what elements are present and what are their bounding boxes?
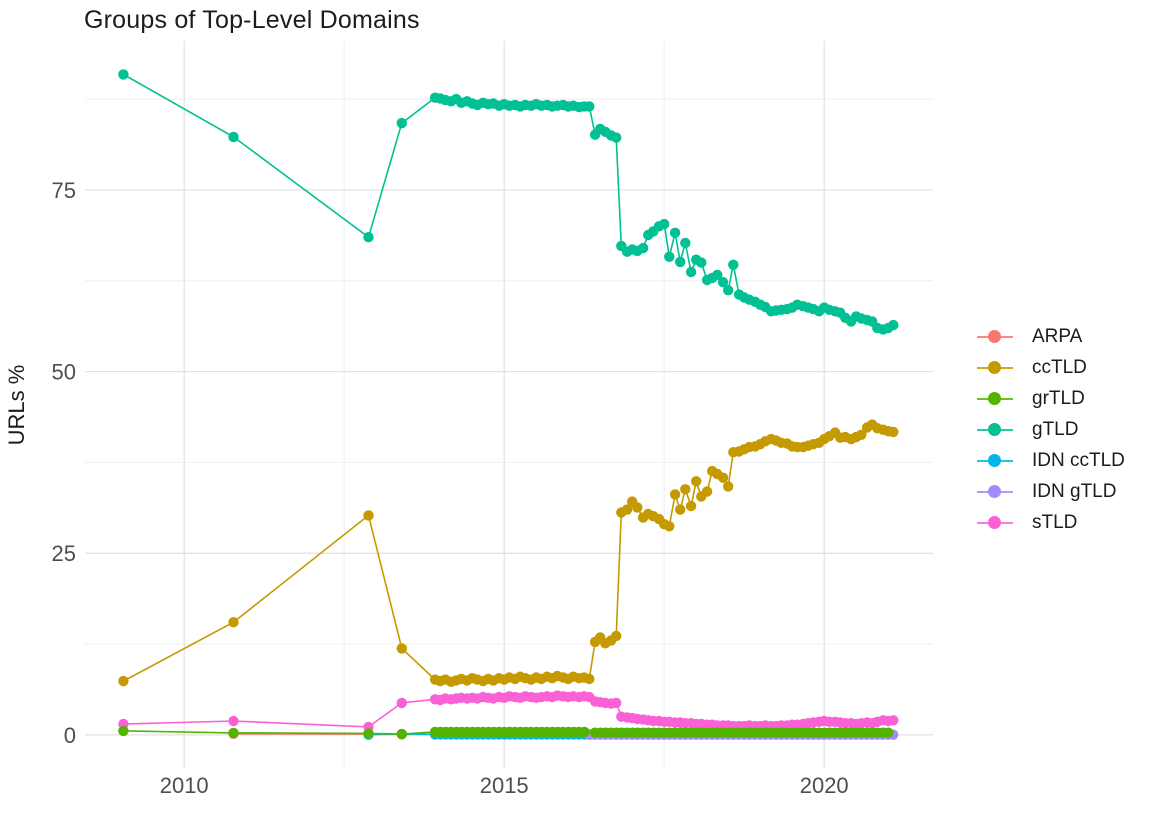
legend-item-arpa: ARPA (977, 321, 1125, 352)
y-tick-label: 50 (52, 360, 76, 385)
data-point (118, 675, 129, 687)
legend-item-idn-gtld: IDN gTLD (977, 476, 1125, 507)
legend-key (977, 329, 1013, 344)
legend-label: grTLD (1032, 387, 1085, 409)
series-line (123, 73, 894, 331)
legend-key (977, 515, 1013, 530)
data-point (659, 218, 670, 230)
data-point (118, 725, 129, 737)
legend-label: IDN ccTLD (1032, 449, 1125, 471)
legend-swatch-dot (988, 422, 1001, 436)
data-point (680, 237, 691, 249)
legend-swatch-dot (988, 453, 1001, 467)
legend-item-grtld: grTLD (977, 383, 1125, 414)
y-tick-label: 0 (64, 723, 76, 748)
data-point (611, 630, 622, 642)
data-point (701, 486, 713, 497)
legend-label: IDN gTLD (1032, 480, 1117, 502)
data-point (611, 132, 622, 143)
series-gtld (118, 69, 899, 335)
legend-key (977, 391, 1013, 406)
data-point (856, 429, 867, 440)
data-point (888, 426, 899, 438)
data-point (664, 251, 675, 262)
data-point (680, 484, 691, 495)
data-point (228, 131, 239, 143)
data-point (712, 269, 723, 281)
data-point (883, 727, 894, 738)
data-point (363, 728, 374, 739)
legend-key (977, 422, 1013, 437)
data-point (611, 697, 622, 709)
legend-item-stld: sTLD (977, 507, 1125, 538)
legend-swatch-dot (988, 391, 1001, 405)
data-point (675, 504, 686, 515)
x-tick-label: 2010 (160, 773, 209, 798)
legend-key (977, 360, 1013, 375)
series-grtld (118, 725, 894, 740)
legend-swatch-dot (988, 484, 1001, 498)
data-point (579, 726, 590, 738)
data-point (363, 232, 374, 243)
data-point (717, 472, 729, 483)
data-point (396, 117, 407, 129)
legend-swatch-dot (988, 329, 1001, 343)
series-cctld (118, 419, 899, 687)
data-point (675, 256, 686, 268)
legend-key (977, 484, 1013, 499)
data-point (396, 643, 407, 654)
y-tick-label: 75 (52, 178, 76, 203)
legend-label: gTLD (1032, 418, 1079, 440)
legend-item-idn-cctld: IDN ccTLD (977, 445, 1125, 476)
data-point (685, 266, 697, 278)
data-point (396, 728, 407, 740)
y-tick-label: 25 (52, 541, 76, 566)
legend-label: sTLD (1032, 511, 1078, 533)
data-point (669, 227, 681, 238)
legend-item-gtld: gTLD (977, 414, 1125, 445)
data-point (637, 242, 649, 254)
data-point (363, 510, 374, 521)
legend-label: ccTLD (1032, 356, 1087, 378)
data-point (228, 727, 239, 739)
data-point (584, 101, 595, 112)
data-point (118, 69, 129, 80)
data-point (717, 277, 729, 288)
legend-label: ARPA (1032, 325, 1083, 347)
legend-swatch-dot (988, 515, 1001, 529)
data-point (228, 617, 239, 628)
legend-item-cctld: ccTLD (977, 352, 1125, 383)
data-point (228, 715, 239, 727)
series-stld (118, 690, 899, 733)
y-axis-title: URLs % (4, 365, 29, 446)
data-point (621, 504, 633, 515)
data-point (696, 257, 707, 268)
x-tick-label: 2020 (800, 773, 849, 798)
legend: ARPA ccTLD grTLD gTLD IDN ccTLD IDN gTLD sTLD (977, 321, 1125, 538)
data-point (728, 259, 739, 270)
data-point (396, 697, 407, 709)
data-point (685, 500, 697, 512)
data-point (669, 489, 681, 500)
data-point (723, 481, 734, 492)
legend-key (977, 453, 1013, 468)
legend-swatch-dot (988, 360, 1001, 374)
data-point (888, 715, 899, 726)
data-point (584, 673, 595, 685)
chart-title: Groups of Top-Level Domains (84, 6, 420, 34)
data-point (888, 319, 899, 331)
data-point (723, 285, 734, 296)
data-point (691, 476, 702, 487)
data-point (664, 521, 675, 532)
x-tick-label: 2015 (480, 773, 529, 798)
data-point (632, 502, 643, 513)
